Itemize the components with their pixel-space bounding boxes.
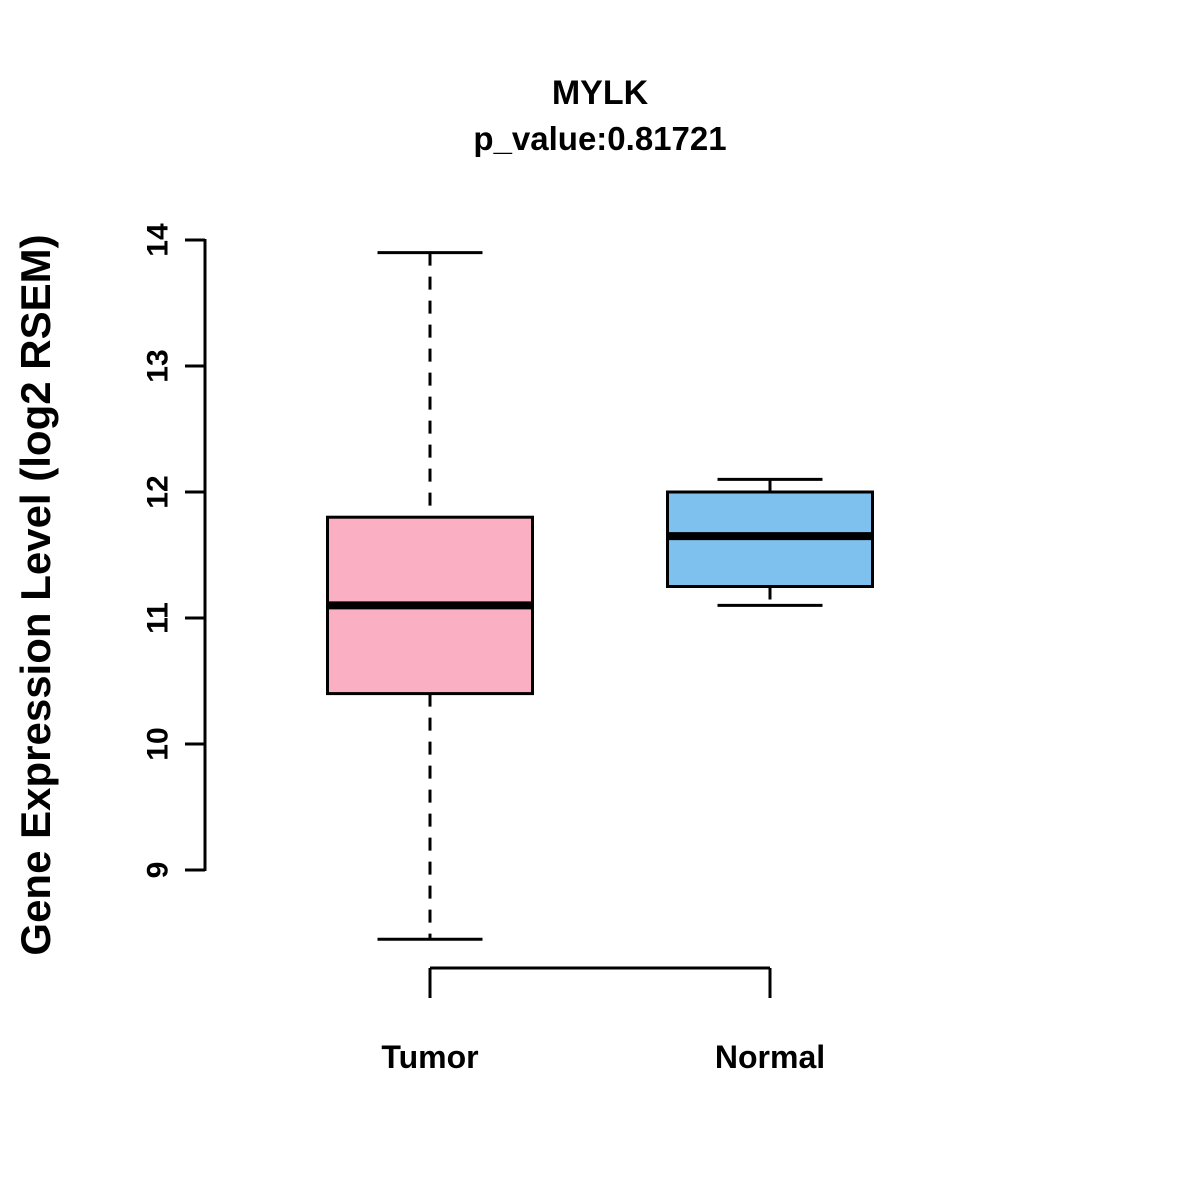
y-tick-label: 9 (142, 862, 175, 879)
chart-title: MYLK (551, 74, 649, 112)
y-tick-label: 11 (142, 602, 175, 634)
x-category-label-tumor: Tumor (381, 1039, 478, 1075)
y-tick-label: 14 (142, 223, 175, 257)
y-tick-label: 10 (142, 727, 175, 760)
chart-subtitle: p_value:0.81721 (473, 120, 727, 157)
y-tick-label: 13 (142, 349, 175, 382)
y-tick-label: 12 (142, 475, 175, 508)
y-axis-label: Gene Expression Level (log2 RSEM) (12, 234, 59, 956)
x-category-label-normal: Normal (715, 1039, 825, 1075)
